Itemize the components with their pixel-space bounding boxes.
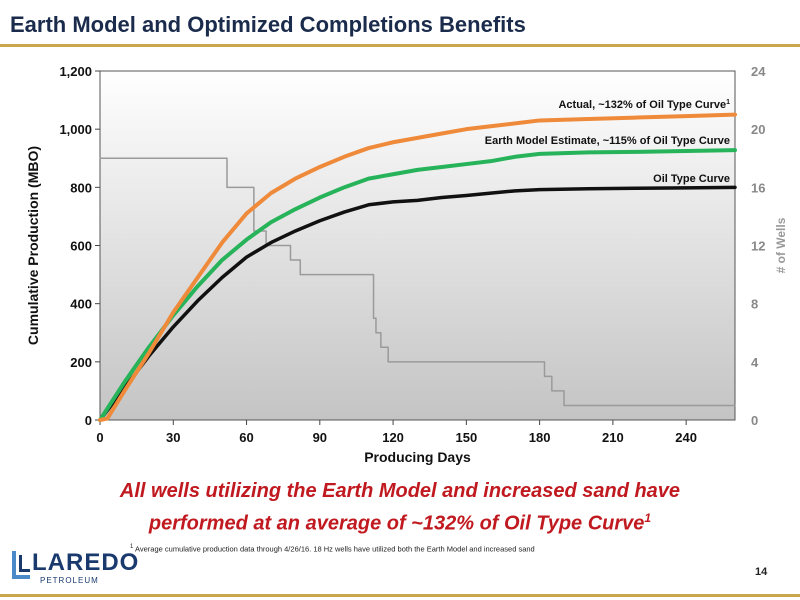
series-line-wells xyxy=(99,157,736,407)
series-label-earth-model: Earth Model Estimate, ~115% of Oil Type … xyxy=(485,135,730,147)
headline: All wells utilizing the Earth Model and … xyxy=(0,478,800,538)
y-tick-label: 400 xyxy=(70,297,92,312)
plot-area xyxy=(99,70,736,421)
headline-superscript: 1 xyxy=(644,511,652,525)
y-tick-label: 200 xyxy=(70,355,92,370)
series-line-type-curve xyxy=(98,185,737,422)
y2-tick-label: 24 xyxy=(751,64,766,79)
y-tick-label: 600 xyxy=(70,239,92,254)
series-label-actual: Actual, ~132% of Oil Type Curve1 xyxy=(558,99,730,111)
y-tick-label: 1,200 xyxy=(59,64,92,79)
x-tick-label: 90 xyxy=(313,430,327,445)
page-number: 14 xyxy=(755,566,768,578)
x-tick-label: 0 xyxy=(96,430,103,445)
x-tick-label: 240 xyxy=(675,430,697,445)
logo-subtext: PETROLEUM xyxy=(40,576,99,585)
x-axis-label: Producing Days xyxy=(364,449,471,465)
y2-tick-label: 8 xyxy=(751,297,758,312)
y-tick-label: 800 xyxy=(70,180,92,195)
y2-tick-label: 12 xyxy=(751,239,765,254)
headline-line-2: performed at an average of ~132% of Oil … xyxy=(148,512,645,535)
x-tick-label: 60 xyxy=(239,430,253,445)
x-tick-label: 180 xyxy=(529,430,551,445)
y2-tick-label: 0 xyxy=(751,413,758,428)
company-logo: LAREDO PETROLEUM xyxy=(10,547,138,592)
slide-title: Earth Model and Optimized Completions Be… xyxy=(10,12,526,37)
x-tick-label: 30 xyxy=(166,430,180,445)
y2-tick-label: 16 xyxy=(751,180,765,195)
y2-axis-label: # of Wells xyxy=(774,217,788,273)
series-label-type-curve: Oil Type Curve xyxy=(653,173,730,185)
headline-line-1: All wells utilizing the Earth Model and … xyxy=(119,480,681,502)
series-label-superscript: 1 xyxy=(726,99,730,106)
logo-wordmark: LAREDO xyxy=(32,549,140,576)
logo-mark-icon xyxy=(12,551,30,579)
y2-tick-label: 4 xyxy=(751,355,759,370)
y-tick-label: 1,000 xyxy=(59,122,92,137)
y2-tick-label: 20 xyxy=(751,122,765,137)
y-tick-label: 0 xyxy=(85,413,92,428)
footnote: 1 Average cumulative production data thr… xyxy=(130,544,535,554)
footnote-text: Average cumulative production data throu… xyxy=(135,544,535,554)
x-tick-label: 150 xyxy=(455,430,477,445)
x-tick-label: 120 xyxy=(382,430,404,445)
series-line-actual xyxy=(98,112,737,422)
footer-divider xyxy=(0,594,800,597)
x-tick-label: 210 xyxy=(602,430,624,445)
y-axis-label: Cumulative Production (MBO) xyxy=(25,146,41,345)
title-divider xyxy=(0,44,800,47)
footnote-superscript: 1 xyxy=(130,544,134,550)
series-line-earth-model xyxy=(98,148,737,422)
